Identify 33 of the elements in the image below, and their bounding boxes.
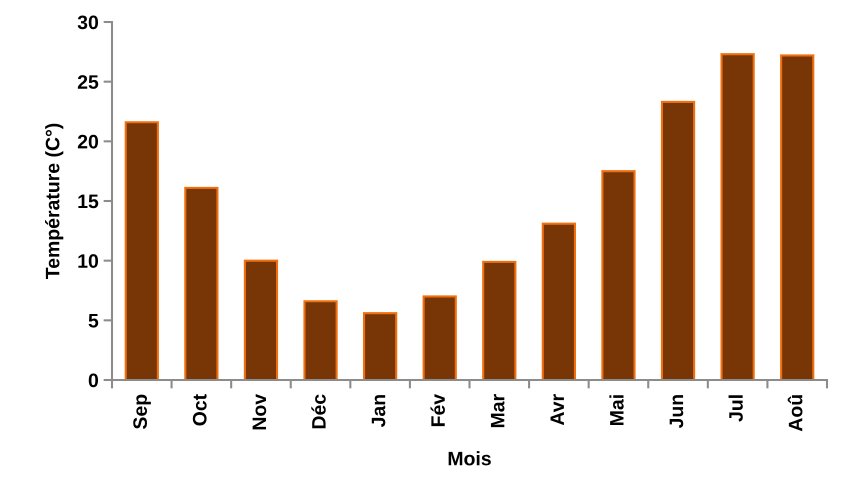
x-tick-label: Jul [728, 395, 743, 422]
bar [720, 53, 755, 380]
y-axis-title: Température (C°) [44, 124, 64, 280]
y-tick-label: 0 [88, 373, 98, 388]
bar [542, 222, 576, 380]
bar [422, 295, 457, 380]
bar [660, 100, 696, 380]
y-tick-label: 15 [78, 194, 98, 208]
bar [601, 170, 636, 380]
bar [124, 121, 159, 380]
x-tick-label: Avr [550, 394, 564, 426]
y-tick-label: 20 [78, 134, 98, 149]
x-tick-label: Oct [192, 394, 207, 426]
x-tick-label: Fév [430, 394, 445, 426]
bar [362, 312, 398, 380]
y-tick-label: 30 [78, 15, 98, 30]
x-tick-label: Mai [609, 395, 624, 425]
x-tick-label: Jan [372, 395, 386, 428]
x-tick-label: Aoû [788, 395, 802, 432]
bar [482, 260, 516, 380]
bar [780, 54, 814, 380]
y-tick-label: 10 [78, 254, 98, 268]
x-tick-label: Mar [490, 394, 505, 428]
x-tick-label: Nov [252, 394, 266, 430]
bar [244, 260, 278, 380]
x-tick-label: Déc [311, 394, 326, 428]
x-axis-title: Mois [448, 451, 491, 466]
x-tick-label: Sep [133, 394, 151, 429]
bar [184, 186, 219, 380]
x-tick-label: Jun [670, 395, 684, 428]
bar [303, 300, 338, 380]
y-tick-label: 5 [88, 314, 98, 328]
y-tick-label: 25 [78, 75, 98, 89]
